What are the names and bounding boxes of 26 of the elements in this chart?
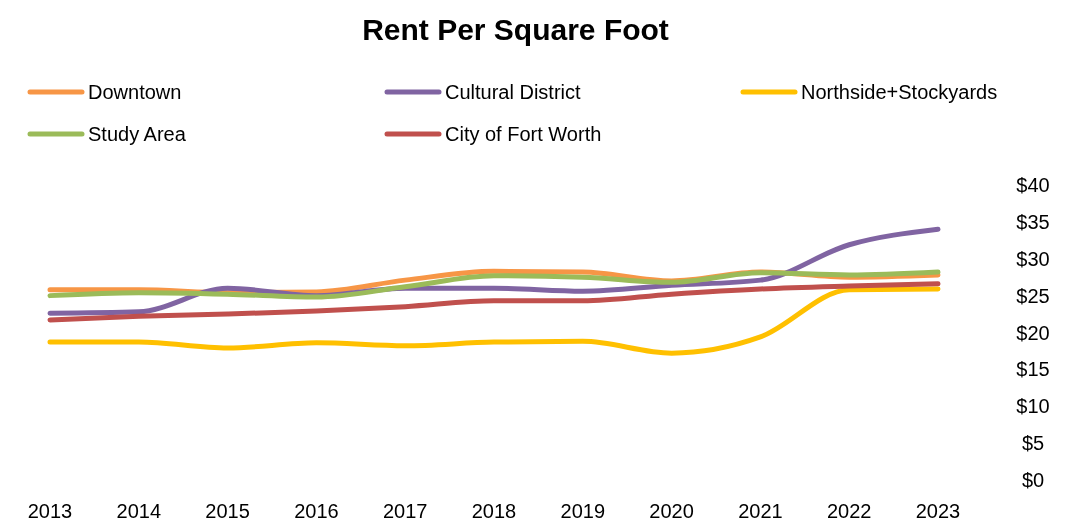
y-tick-label: $0 [1021,469,1045,491]
y-tick-label: $5 [1021,432,1045,455]
y-tick-label: $25 [1016,284,1050,307]
chart-title: Rent Per Square Foot [362,13,669,46]
x-tick-label: 2019 [560,500,606,522]
x-tick-label: 2022 [826,500,872,522]
y-tick-label: $40 [1016,174,1050,196]
x-tick-label: 2018 [471,500,517,522]
y-tick-label: $10 [1016,395,1050,418]
y-tick-label: $15 [1016,358,1050,381]
legend-label: Northside+Stockyards [801,81,998,103]
x-tick-label: 2023 [915,500,961,522]
legend-label: Study Area [88,123,187,145]
x-tick-label: 2017 [382,500,428,522]
x-tick-label: 2020 [649,500,694,522]
x-tick-label: 2014 [116,500,162,522]
legend-label: Cultural District [445,81,582,103]
x-tick-label: 2021 [738,500,783,522]
y-tick-label: $30 [1016,247,1050,270]
y-tick-label: $35 [1016,210,1050,233]
x-tick-label: 2015 [205,500,250,522]
x-tick-label: 2013 [27,500,73,522]
legend-label: City of Fort Worth [445,123,602,145]
x-tick-label: 2016 [294,500,339,522]
legend-label: Downtown [88,81,182,103]
y-tick-label: $20 [1016,321,1050,344]
